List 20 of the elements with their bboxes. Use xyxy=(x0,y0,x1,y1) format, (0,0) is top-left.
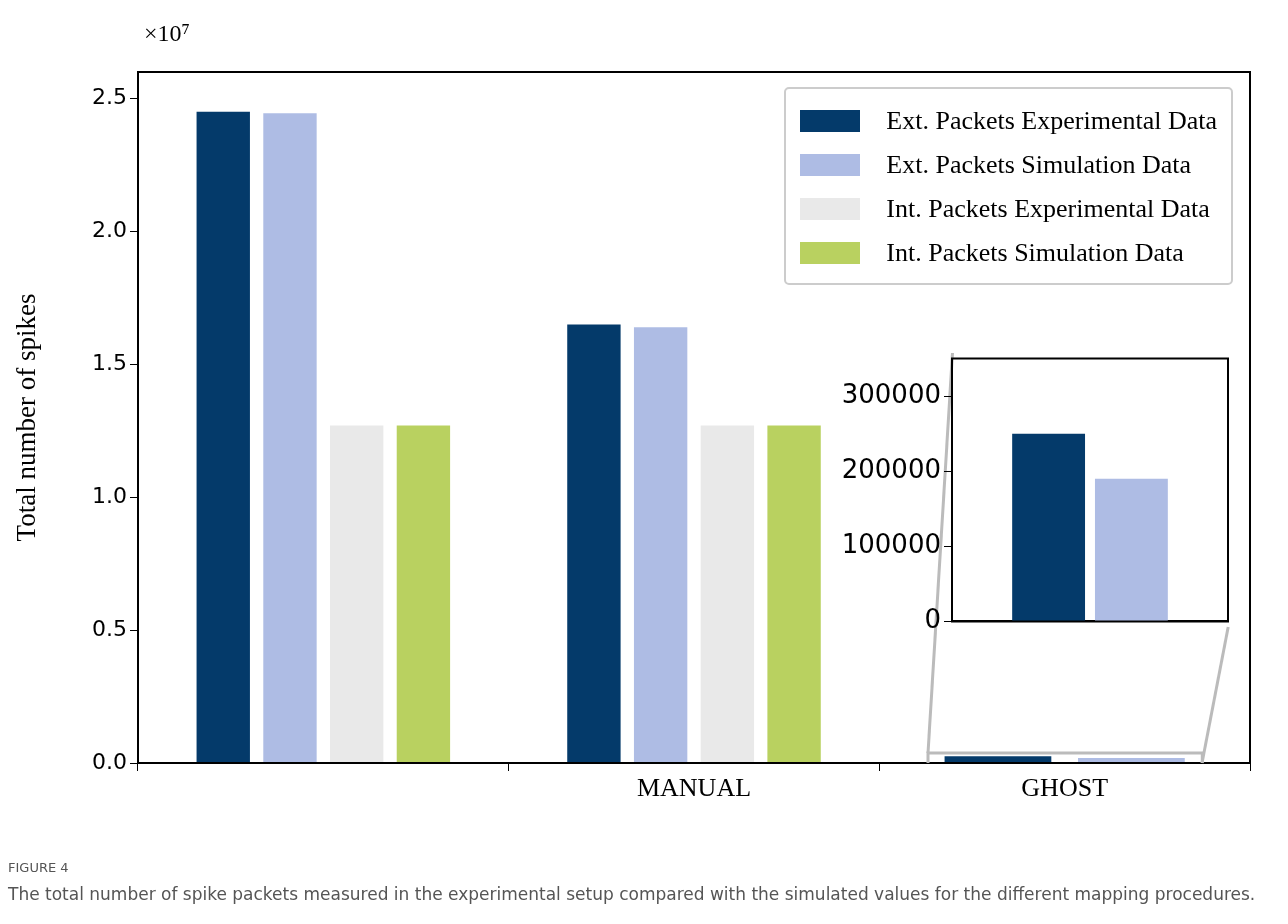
y-tick-label: 200000 xyxy=(841,453,941,484)
caption: FIGURE 4 xyxy=(8,860,70,875)
text: The total number of spike packets measured in the experimental setup compared with the simulated values for the different mapping procedures. xyxy=(8,883,1257,906)
y-tick-label: 2.5 xyxy=(92,84,127,110)
y-tick-label: 100000 xyxy=(841,529,941,560)
text: ×10⁷ xyxy=(144,20,190,47)
y-tick-label: 1.0 xyxy=(92,482,127,508)
y-tick-label: 0.5 xyxy=(92,615,127,641)
y-tick-label: 300000 xyxy=(841,378,941,409)
legend-label: Int. Packets Experimental Data xyxy=(886,194,1210,224)
y-tick-label: 2.0 xyxy=(92,217,127,243)
y-tick-label: 1.5 xyxy=(92,350,127,376)
legend-label: Ext. Packets Experimental Data xyxy=(886,106,1217,136)
x-tick-label: MANUAL xyxy=(636,773,752,803)
x-tick-label: GHOST xyxy=(1021,773,1109,803)
legend-label: Ext. Packets Simulation Data xyxy=(886,150,1192,180)
legend-label: Int. Packets Simulation Data xyxy=(886,238,1184,268)
y-tick-label: 0 xyxy=(924,604,941,635)
y-axis-title: Total number of spikes xyxy=(11,293,42,542)
y-tick-label: 0.0 xyxy=(92,748,127,774)
